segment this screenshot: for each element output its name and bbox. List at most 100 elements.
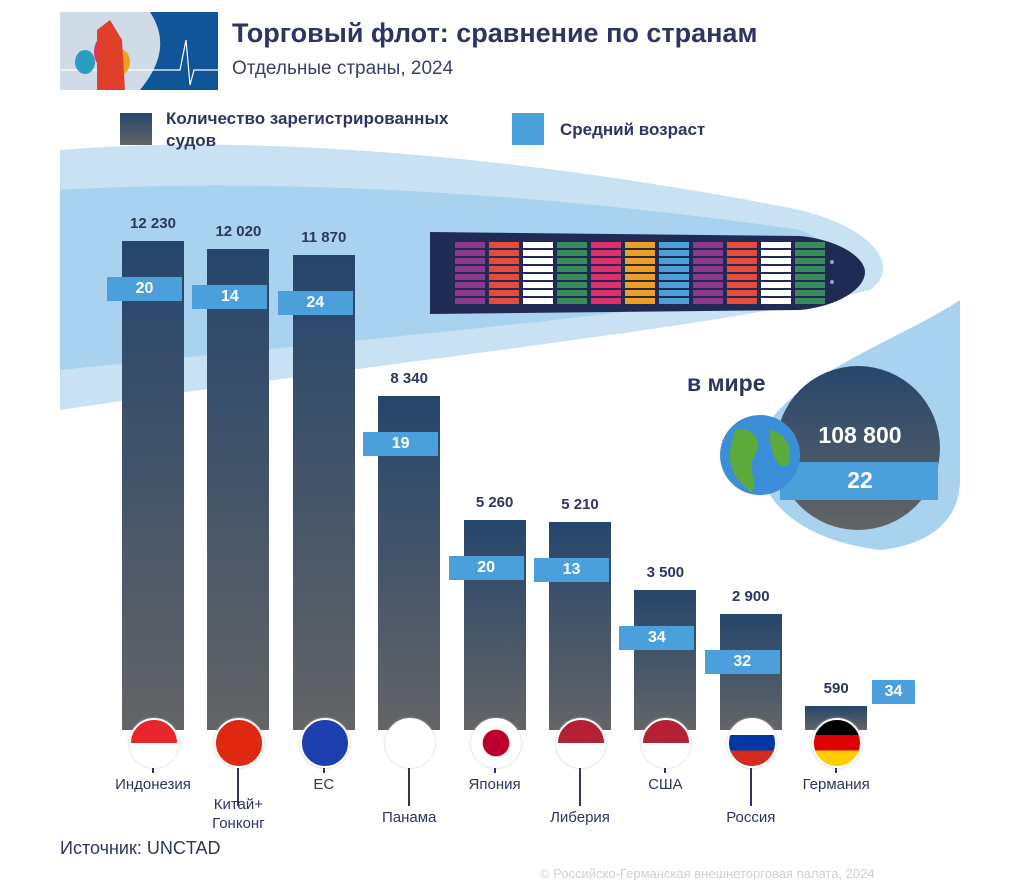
container-block <box>727 266 757 272</box>
flag-icon <box>299 718 350 768</box>
container-block <box>659 290 689 296</box>
container-block <box>489 250 519 256</box>
legend-age-label: Средний возраст <box>560 120 706 139</box>
flag-icon <box>556 718 606 768</box>
flag-icon <box>470 718 521 768</box>
container-block <box>523 266 553 272</box>
legend-age-swatch <box>512 113 544 145</box>
container-block <box>591 266 621 272</box>
category-label: ЕС <box>313 776 335 793</box>
value-label-count: 12 020 <box>215 223 262 241</box>
container-block <box>761 258 791 264</box>
category-label: Китай+ Гонконг <box>212 796 265 832</box>
age-label: 24 <box>277 291 353 316</box>
legend-count-label: Количество зарегистрированных судов <box>166 109 449 150</box>
legend-count-swatch <box>120 113 152 145</box>
container-block <box>727 274 757 280</box>
container-block <box>659 282 689 288</box>
label-stem <box>237 768 240 806</box>
flag-icon <box>641 718 692 768</box>
container-block <box>591 290 621 296</box>
container-block <box>455 282 485 288</box>
container-block <box>693 258 723 264</box>
label-stem <box>408 768 411 806</box>
world-count: 108 800 <box>818 422 902 448</box>
container-block <box>761 242 791 248</box>
category-label: США <box>648 776 683 793</box>
container-block <box>557 266 587 272</box>
value-label-count: 5 260 <box>475 493 514 511</box>
container-block <box>523 290 553 296</box>
label-stem <box>835 768 838 773</box>
container-block <box>489 298 519 304</box>
container-block <box>659 242 689 248</box>
container-block <box>625 266 655 272</box>
container-block <box>761 290 791 296</box>
age-label: 13 <box>534 557 609 582</box>
container-block <box>795 250 825 256</box>
container-block <box>727 250 757 256</box>
category-label: Панама <box>381 809 437 826</box>
page-title: Торговый флот: сравнение по странам <box>232 18 758 48</box>
container-block <box>557 282 587 288</box>
container-block <box>591 258 621 264</box>
flag-icon <box>214 718 265 768</box>
container-block <box>523 274 553 280</box>
container-block <box>693 282 723 288</box>
container-block <box>523 250 553 256</box>
container-block <box>761 274 791 280</box>
container-block <box>659 258 689 264</box>
container-block <box>455 274 485 280</box>
label-stem <box>493 768 496 773</box>
container-block <box>557 242 587 248</box>
container-block <box>625 282 655 288</box>
container-block <box>625 298 655 304</box>
container-block <box>523 242 553 248</box>
container-block <box>489 290 519 296</box>
container-block <box>625 290 655 296</box>
age-label: 34 <box>872 680 915 704</box>
container-block <box>591 274 621 280</box>
container-block <box>625 242 655 248</box>
label-stem <box>152 768 154 773</box>
container-block <box>659 266 689 272</box>
value-label-count: 2 900 <box>732 588 770 605</box>
container-block <box>557 290 587 296</box>
category-label: Либерия <box>550 809 610 826</box>
flag-icon <box>385 718 436 768</box>
container-block <box>795 298 825 304</box>
label-stem <box>579 768 581 806</box>
container-block <box>455 242 485 248</box>
container-block <box>795 282 825 288</box>
container-block <box>795 290 825 296</box>
container-block <box>761 282 791 288</box>
container-block <box>727 258 757 264</box>
value-label-count: 8 340 <box>390 370 428 388</box>
container-block <box>625 250 655 256</box>
container-block <box>693 250 723 256</box>
container-block <box>795 266 825 272</box>
bar-count <box>463 519 526 730</box>
container-block <box>727 242 757 248</box>
container-block <box>693 266 723 272</box>
container-block <box>591 242 621 248</box>
container-block <box>557 298 587 304</box>
earth-icon <box>720 415 800 495</box>
container-block <box>693 242 723 248</box>
container-block <box>557 250 587 256</box>
flag-icon <box>726 718 777 768</box>
world-age: 22 <box>847 467 873 493</box>
container-block <box>557 274 587 280</box>
container-block <box>455 266 485 272</box>
container-block <box>761 250 791 256</box>
container-block <box>591 298 621 304</box>
category-label: Япония <box>468 776 521 793</box>
container-block <box>693 290 723 296</box>
container-block <box>693 274 723 280</box>
source-note: Источник: UNCTAD <box>60 838 221 858</box>
container-block <box>795 274 825 280</box>
container-block <box>523 258 553 264</box>
container-block <box>795 242 825 248</box>
container-block <box>591 250 621 256</box>
age-label: 34 <box>619 626 695 650</box>
